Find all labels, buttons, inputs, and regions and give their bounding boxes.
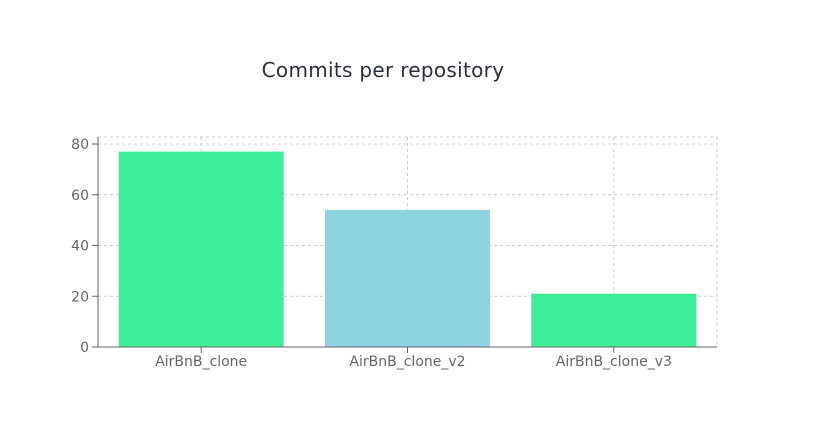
bar-AirBnB_clone_v3 [531,293,697,347]
x-tick-label: AirBnB_clone_v3 [556,354,672,370]
y-tick-label: 60 [71,188,89,204]
x-tick-label: AirBnB_clone [155,354,247,370]
axes [92,137,717,353]
x-tick-label: AirBnB_clone_v2 [349,354,465,370]
y-tick-label: 20 [71,289,89,305]
y-tick-label: 0 [80,340,89,356]
tick-labels: AirBnB_clone AirBnB_clone_v2 AirBnB_clone_… [71,137,672,370]
chart-title: Commits per repository [261,58,505,82]
bar-AirBnB_clone [118,151,284,347]
bars [118,151,697,347]
y-tick-label: 80 [71,137,89,153]
bar-AirBnB_clone_v2 [324,209,491,347]
y-tick-label: 40 [71,239,89,255]
